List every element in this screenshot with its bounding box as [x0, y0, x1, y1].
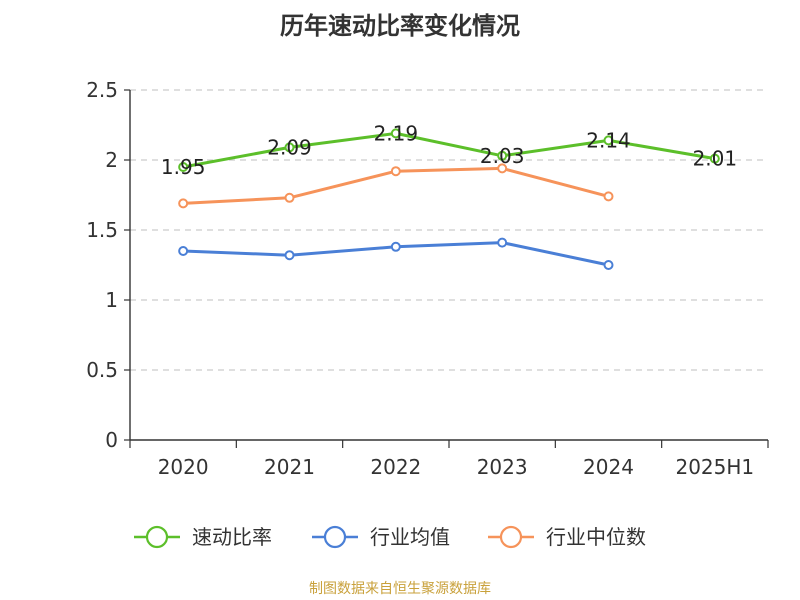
x-tick-label: 2025H1: [675, 455, 754, 479]
data-label: 2.01: [693, 147, 738, 171]
legend-marker[interactable]: [499, 525, 523, 549]
data-label: 1.95: [161, 155, 206, 179]
legend-marker[interactable]: [323, 525, 347, 549]
x-tick-label: 2020: [158, 455, 209, 479]
data-point: [178, 162, 189, 172]
y-tick-label: 2: [105, 148, 118, 172]
chart-title: 历年速动比率变化情况: [280, 12, 520, 40]
data-label: 2.03: [480, 144, 525, 168]
y-tick-label: 0.5: [86, 358, 118, 382]
x-tick-label: 2023: [477, 455, 528, 479]
data-point: [603, 135, 614, 146]
legend-label[interactable]: 行业均值: [370, 525, 450, 549]
legend-label[interactable]: 行业中位数: [546, 525, 646, 549]
series-line-1: [182, 131, 716, 169]
data-point: [284, 192, 295, 203]
data-point: [603, 191, 614, 202]
legend-marker[interactable]: [145, 525, 169, 549]
data-label: 2.09: [267, 135, 312, 159]
y-tick-label: 1.5: [86, 218, 118, 242]
x-tick-label: 2024: [583, 455, 634, 479]
series-lines: [178, 128, 720, 270]
tick-labels: 0 0.5 1 1.5 2 2.5 2020 2021 2022 2023 2024 2025H1: [86, 78, 754, 479]
y-tick-label: 2.5: [86, 78, 118, 102]
data-point: [284, 142, 295, 153]
data-point: [178, 246, 189, 256]
y-tick-label: 1: [105, 288, 118, 312]
data-label: 2.14: [586, 128, 631, 152]
data-point: [390, 241, 401, 252]
legend[interactable]: 速动比率 行业均值 行业中位数: [134, 525, 646, 549]
data-labels: 1.95 2.09 2.19 2.03 2.14 2.01: [161, 121, 737, 179]
data-point: [284, 250, 295, 261]
data-point: [497, 150, 508, 161]
data-point: [603, 260, 614, 270]
source-note: 制图数据来自恒生聚源数据库: [309, 581, 491, 597]
x-tick-label: 2022: [370, 455, 421, 479]
axes: [124, 89, 769, 448]
grid-lines: [130, 89, 768, 371]
y-tick-label: 0: [105, 428, 118, 452]
data-label: 2.19: [374, 121, 419, 145]
legend-label[interactable]: 速动比率: [192, 525, 272, 549]
data-point: [497, 163, 508, 174]
data-point: [390, 128, 401, 139]
x-tick-label: 2021: [264, 455, 315, 479]
data-point: [390, 166, 401, 177]
data-point: [178, 198, 189, 209]
data-point: [709, 153, 720, 164]
data-point: [497, 237, 508, 248]
